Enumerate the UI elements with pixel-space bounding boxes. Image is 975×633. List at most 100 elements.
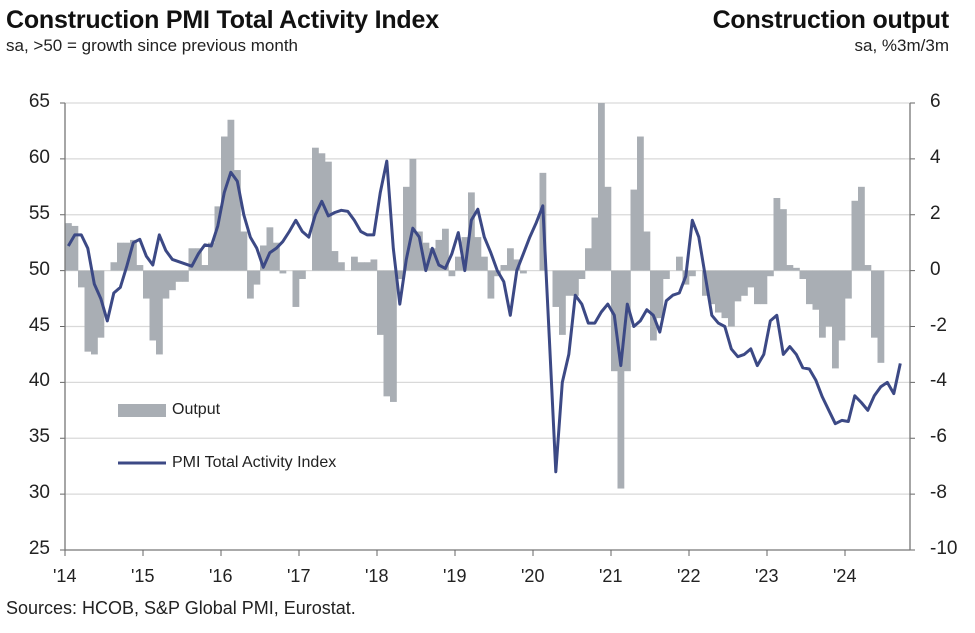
left-axis-tick-label: 60 [28, 146, 50, 168]
x-axis-tick-label: '16 [209, 566, 233, 586]
right-axis-tick-label: -2 [930, 314, 947, 336]
left-axis-tick-label: 30 [28, 482, 50, 504]
output-bar [318, 153, 326, 271]
output-bar [786, 265, 794, 271]
output-bar [871, 270, 878, 338]
output-bar [266, 227, 274, 271]
right-axis-tick-label: -6 [930, 426, 947, 448]
output-bar [812, 270, 820, 310]
x-axis-tick-label: '14 [53, 566, 77, 586]
output-bar [442, 228, 449, 271]
output-bar [390, 270, 397, 402]
output-bar [565, 270, 573, 296]
left-chart-title: Construction PMI Total Activity Index [6, 6, 439, 34]
output-bar [578, 270, 586, 280]
output-bar [663, 270, 670, 280]
output-bar [838, 270, 846, 341]
x-axis-tick-label: '18 [365, 566, 389, 586]
output-bar [630, 189, 638, 271]
x-axis-tick-label: '15 [131, 566, 155, 586]
output-bar [845, 270, 852, 299]
right-axis-subtitle: sa, %3m/3m [854, 36, 949, 55]
output-bar [760, 270, 768, 305]
output-bar [299, 270, 306, 280]
output-bar [474, 237, 482, 271]
output-bar [676, 256, 683, 271]
output-bar [253, 270, 261, 285]
output-bar [806, 270, 813, 305]
output-bar [448, 270, 456, 277]
source-note: Sources: HCOB, S&P Global PMI, Eurostat. [6, 598, 356, 618]
output-bar [364, 262, 371, 271]
output-bar [656, 270, 664, 319]
right-axis-title: Construction output [712, 6, 950, 34]
output-bar [773, 197, 781, 271]
output-bar [728, 270, 735, 327]
output-bar [156, 270, 163, 355]
x-axis-tick-label: '17 [287, 566, 311, 586]
output-bar [721, 270, 729, 319]
output-bar [851, 200, 859, 271]
output-bar [195, 248, 202, 271]
output-bar [715, 270, 722, 313]
output-bar [149, 270, 157, 341]
output-bar [422, 242, 430, 271]
output-bar [689, 270, 696, 277]
output-bar [487, 270, 495, 299]
output-bar [481, 256, 488, 271]
output-bar [591, 217, 599, 271]
output-bar [559, 270, 566, 335]
output-bar [123, 242, 131, 271]
output-bar [351, 256, 358, 271]
output-bar [383, 270, 391, 397]
output-bar [429, 248, 436, 271]
output-bar [507, 248, 514, 271]
output-bar [279, 270, 287, 274]
output-bar [624, 270, 631, 372]
output-bar [864, 265, 872, 271]
output-bar [169, 270, 176, 291]
left-axis-tick-label: 40 [28, 370, 50, 392]
output-bar [65, 223, 72, 271]
output-bar [234, 170, 241, 271]
output-bar [162, 270, 170, 299]
left-axis-tick-label: 50 [28, 258, 50, 280]
output-bar [110, 262, 118, 271]
output-bar [182, 270, 189, 282]
output-bar [331, 251, 339, 271]
output-bar [201, 265, 209, 271]
output-bar [513, 259, 521, 271]
left-axis-tick-label: 25 [28, 538, 50, 559]
output-bar [338, 262, 345, 271]
right-axis-tick-label: -10 [930, 538, 958, 559]
output-bar [455, 256, 462, 271]
output-bar [708, 270, 716, 305]
output-bar [221, 136, 228, 271]
output-bar [143, 270, 150, 299]
right-axis-tick-label: 2 [930, 202, 941, 224]
output-bar [357, 262, 365, 271]
output-bar [793, 267, 800, 271]
output-bar [637, 136, 644, 271]
legend-pmi-label: PMI Total Activity Index [172, 454, 337, 471]
output-bar [409, 158, 417, 271]
right-axis-tick-label: -4 [930, 370, 947, 392]
output-bar [396, 270, 404, 280]
output-bar [84, 270, 92, 352]
output-bar [188, 248, 196, 271]
output-bar [468, 192, 475, 271]
output-bar [799, 270, 807, 280]
output-bar [292, 270, 300, 307]
x-axis-tick-label: '22 [677, 566, 701, 586]
output-bar [130, 239, 137, 271]
output-bar [227, 119, 235, 271]
output-bar [208, 242, 215, 271]
output-bar [175, 270, 183, 282]
output-bar [403, 186, 410, 271]
output-bar [825, 270, 833, 327]
left-chart-subtitle: sa, >50 = growth since previous month [6, 36, 298, 55]
output-bar [734, 270, 742, 302]
output-bar [643, 231, 651, 271]
output-bar [585, 248, 592, 271]
